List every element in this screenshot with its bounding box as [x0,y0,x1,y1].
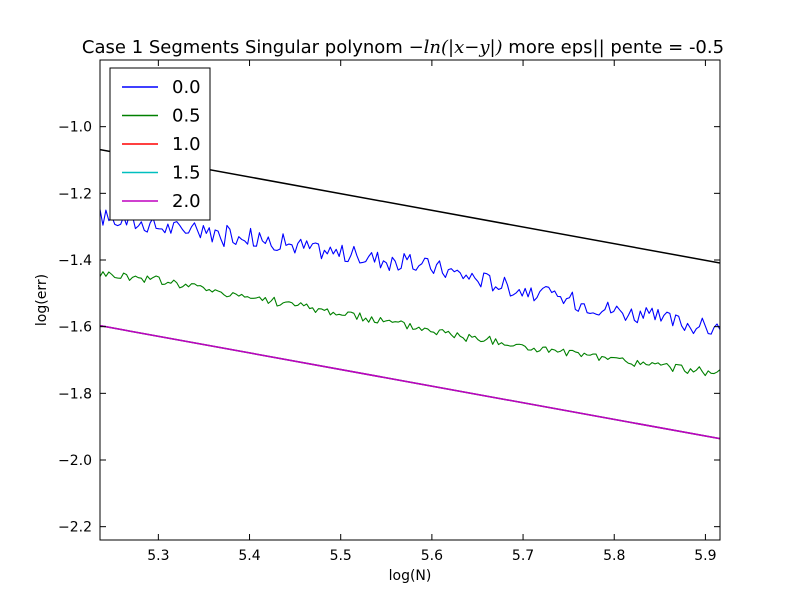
legend-label: 2.0 [172,191,201,212]
y-tick-label: −1.6 [58,320,92,336]
x-tick-label: 5.8 [603,548,625,564]
series-line-0-0 [100,209,720,335]
y-tick-label: −1.4 [58,253,92,269]
legend-label: 1.5 [172,163,201,184]
series-line-0-5 [100,271,720,377]
chart-title-suffix: more eps|| pente = -0.5 [503,37,724,58]
y-tick-label: −2.2 [58,520,92,536]
y-axis-label: log(err) [34,274,50,326]
y-tick-label: −1.0 [58,120,92,136]
y-tick-label: −2.0 [58,453,92,469]
y-tick-label: −1.8 [58,386,92,402]
series-lines [100,148,720,440]
x-tick-label: 5.7 [512,548,534,564]
x-tick-label: 5.9 [694,548,716,564]
axis-ticks: 5.3 5.4 5.5 5.6 5.7 5.8 5.9 −2.2 −2.0 −1.8 −1.6 −1.… [58,60,720,564]
series-line-2-0 [100,324,720,440]
x-tick-label: 5.4 [238,548,260,564]
plot-frame [99,59,721,541]
plot-area [99,59,721,541]
chart-title-math: −ln(|x−y|) [409,37,503,58]
legend: 0.0 0.5 1.0 1.5 2.0 [109,67,211,221]
legend-label: 0.5 [172,106,201,127]
chart-title: Case 1 Segments Singular polynom −ln(|x−… [82,37,724,58]
y-tick-label: −1.2 [58,186,92,202]
x-tick-label: 5.3 [147,548,169,564]
x-axis-label: log(N) [389,568,432,584]
legend-label: 0.0 [172,77,201,98]
chart-title-prefix: Case 1 Segments Singular polynom [82,37,409,58]
legend-label: 1.0 [172,134,201,155]
x-tick-label: 5.5 [330,548,352,564]
x-tick-label: 5.6 [421,548,443,564]
